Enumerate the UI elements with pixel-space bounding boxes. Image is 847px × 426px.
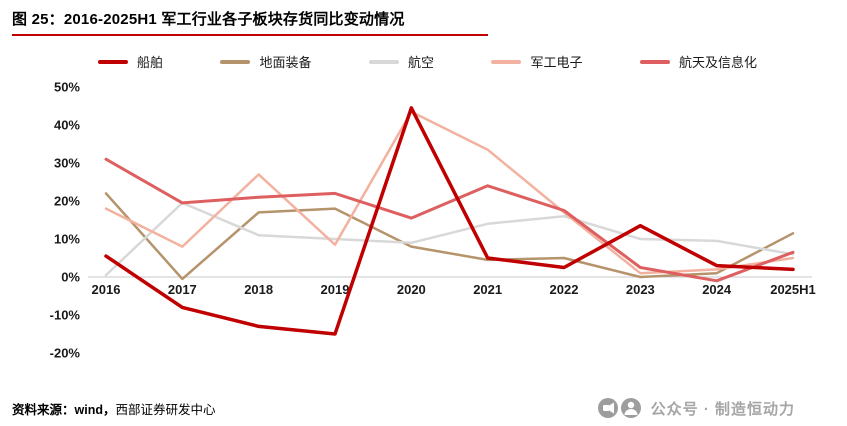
figure-footer: 资料来源：wind，西部证券研发中心 公众号 · 制造恒动力 (0, 396, 847, 420)
series-line-2 (104, 201, 795, 277)
y-axis-tick: 0% (61, 270, 80, 285)
line-chart: 50% 40% 30% 20% 10% 0% -10% -20% 2016 2017 2018 201… (50, 80, 816, 361)
legend-swatch (220, 59, 251, 64)
legend-swatch (98, 59, 128, 64)
legend-swatch (368, 59, 399, 64)
x-axis-tick: 2018 (244, 282, 273, 297)
series-line-3 (104, 110, 795, 275)
legend-item-4: 航天及信息化 (639, 52, 757, 71)
y-axis-tick: 10% (54, 232, 80, 247)
figure-header: 图 25：2016-2025H1 军工行业各子板块存货同比变动情况 (0, 0, 847, 36)
legend-swatch (639, 59, 670, 64)
y-axis-tick: 30% (54, 156, 80, 171)
x-axis-tick: 2021 (473, 282, 502, 297)
megaphone-icon (597, 398, 618, 418)
y-axis-tick: 40% (54, 118, 80, 133)
y-axis-tick: 50% (54, 80, 80, 95)
x-axis-tick: 2025H1 (770, 282, 816, 297)
x-axis-tick: 2016 (92, 282, 121, 297)
legend-label: 军工电子 (530, 55, 583, 70)
source-label: 资料来源：wind， (12, 402, 116, 417)
legend-item-3: 军工电子 (491, 52, 582, 71)
source-note: 资料来源：wind，西部证券研发中心 (12, 399, 215, 418)
chart-legend: 船舶 地面装备 航空 军工电子 航天及信息化 (98, 52, 757, 71)
legend-label: 航空 (407, 55, 434, 70)
chart-area: 50% 40% 30% 20% 10% 0% -10% -20% 2016 2017 2018 201… (0, 73, 847, 378)
watermark-icons (597, 398, 641, 418)
x-axis-tick: 2024 (702, 282, 732, 297)
legend-item-2: 航空 (368, 52, 434, 71)
series-line-4 (104, 157, 795, 283)
legend-label: 航天及信息化 (678, 55, 757, 70)
legend-item-0: 船舶 (98, 52, 163, 71)
x-axis-tick: 2017 (168, 282, 197, 297)
series-line-0 (104, 106, 795, 336)
y-axis-tick: 20% (54, 194, 80, 209)
series-line-1 (104, 192, 795, 281)
chart-title: 图 25：2016-2025H1 军工行业各子板块存货同比变动情况 (12, 8, 488, 36)
legend-label: 船舶 (137, 55, 164, 70)
legend-swatch (491, 59, 522, 64)
watermark-text: 公众号 · 制造恒动力 (650, 400, 795, 418)
y-axis-tick: -20% (50, 346, 81, 361)
source-text: 西部证券研发中心 (115, 402, 216, 417)
legend-item-1: 地面装备 (220, 52, 312, 71)
x-axis-tick: 2019 (321, 282, 350, 297)
x-axis-tick: 2023 (626, 282, 655, 297)
watermark: 公众号 · 制造恒动力 (597, 396, 795, 420)
y-axis-tick: -10% (50, 308, 81, 323)
person-icon (620, 398, 641, 418)
x-axis-tick: 2022 (550, 282, 579, 297)
x-axis-tick: 2020 (397, 282, 426, 297)
legend-label: 地面装备 (259, 55, 312, 70)
